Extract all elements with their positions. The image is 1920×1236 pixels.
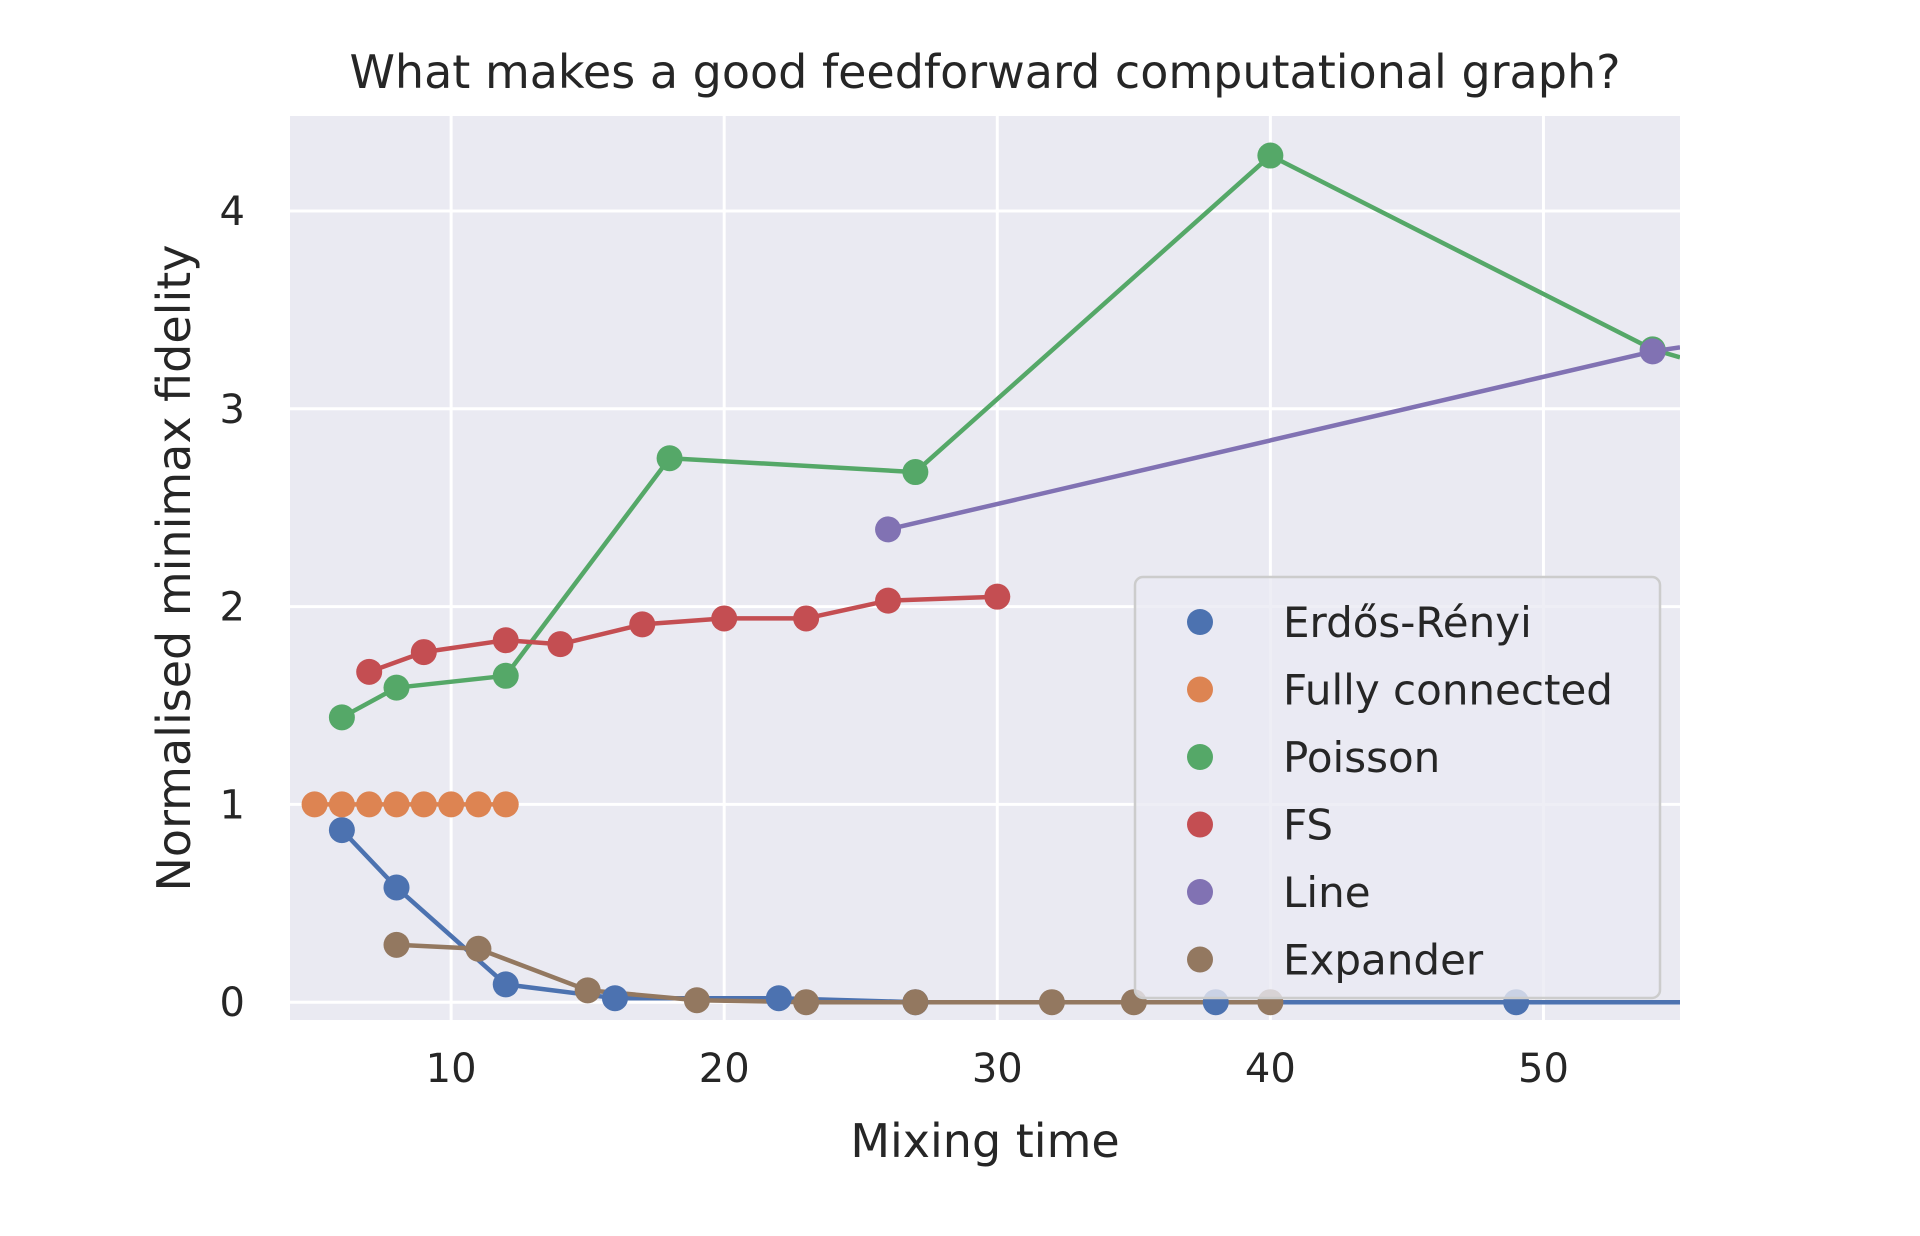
legend: Erdős-Rényi Fully connected Poisson FS Line E… <box>1133 575 1662 1000</box>
data-point-erdos-renyi <box>328 817 355 844</box>
data-point-expander <box>465 935 492 962</box>
y-tick-label: 2 <box>220 585 245 631</box>
data-point-fully-connected <box>492 791 519 818</box>
data-point-fs <box>711 605 738 632</box>
legend-label-expander: Expander <box>1283 936 1484 985</box>
data-point-fully-connected <box>465 791 492 818</box>
data-point-fs <box>356 658 383 685</box>
x-tick-label: 50 <box>1518 1046 1569 1092</box>
data-point-poisson <box>1257 142 1284 169</box>
legend-frame <box>1133 575 1662 1000</box>
data-point-expander <box>1038 989 1065 1016</box>
data-point-line <box>1639 338 1666 365</box>
data-point-fully-connected <box>410 791 437 818</box>
data-point-erdos-renyi <box>765 985 792 1012</box>
data-point-poisson <box>383 674 410 701</box>
data-point-erdos-renyi <box>492 971 519 998</box>
data-point-poisson <box>656 445 683 472</box>
data-point-fs <box>875 587 902 614</box>
data-point-erdos-renyi <box>601 985 628 1012</box>
data-point-fs <box>629 611 656 638</box>
x-tick-label: 40 <box>1245 1046 1296 1092</box>
legend-marker-fs <box>1187 811 1213 838</box>
y-tick-label: 0 <box>220 980 245 1026</box>
legend-label-fully-connected: Fully connected <box>1283 666 1613 715</box>
y-tick-label: 3 <box>220 387 245 433</box>
data-point-expander <box>383 931 410 958</box>
y-tick-label: 1 <box>220 782 245 828</box>
series-layer <box>301 142 1680 1016</box>
data-point-line <box>875 516 902 543</box>
x-tick-label: 30 <box>972 1046 1023 1092</box>
x-tick-label: 10 <box>426 1046 477 1092</box>
data-point-fully-connected <box>383 791 410 818</box>
y-axis-label: Normalised minimax fidelity <box>147 245 201 892</box>
legend-label-line: Line <box>1283 868 1371 917</box>
y-tick-label: 4 <box>220 189 245 235</box>
data-point-fs <box>547 631 574 658</box>
x-axis-label: Mixing time <box>850 1114 1119 1168</box>
legend-marker-poisson <box>1187 744 1213 770</box>
series-line-poisson <box>340 153 1680 720</box>
data-point-fully-connected <box>301 791 328 818</box>
data-point-expander <box>574 977 601 1004</box>
x-tick-label: 20 <box>699 1046 750 1092</box>
tick-labels: 10 20 30 40 50 0 1 2 3 4 <box>220 189 1569 1092</box>
legend-marker-line <box>1187 879 1213 905</box>
data-point-expander <box>902 989 929 1016</box>
data-point-fs <box>793 605 820 632</box>
data-point-fs <box>984 583 1011 610</box>
data-point-poisson <box>902 459 929 486</box>
data-point-fs <box>410 639 437 666</box>
legend-label-poisson: Poisson <box>1283 733 1440 782</box>
data-point-fs <box>492 627 519 654</box>
data-point-expander <box>793 989 820 1016</box>
legend-marker-expander <box>1187 946 1213 973</box>
data-point-poisson <box>328 704 355 731</box>
legend-label-erdos-renyi: Erdős-Rényi <box>1283 598 1532 647</box>
chart-title: What makes a good feedforward computatio… <box>349 45 1620 99</box>
data-point-fully-connected <box>356 791 383 818</box>
data-point-fully-connected <box>328 791 355 818</box>
legend-marker-erdos-renyi <box>1187 609 1213 635</box>
data-point-erdos-renyi <box>383 874 410 901</box>
legend-label-fs: FS <box>1283 801 1333 850</box>
legend-marker-fully-connected <box>1187 676 1213 703</box>
data-point-poisson <box>492 662 519 689</box>
data-point-expander <box>683 987 710 1014</box>
data-point-fully-connected <box>438 791 465 818</box>
